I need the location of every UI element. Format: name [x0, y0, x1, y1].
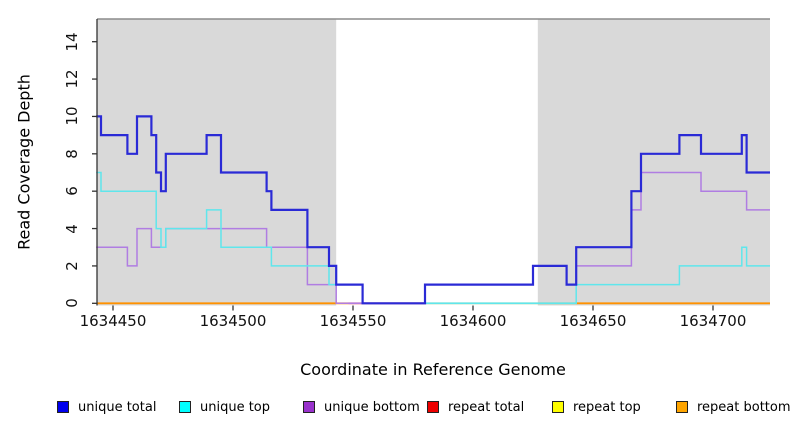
- legend-label: unique top: [200, 399, 271, 415]
- y-tick-label: 2: [63, 261, 81, 271]
- x-tick-label: 1634650: [559, 312, 627, 330]
- series-line-unique-top: [96, 171, 770, 305]
- legend-item-repeat-top: repeat top: [552, 398, 641, 416]
- legend-item-repeat-bottom: repeat bottom: [676, 398, 791, 416]
- legend-swatch-icon: [552, 401, 564, 413]
- y-tick-label: 12: [63, 69, 81, 89]
- legend-swatch-icon: [427, 401, 439, 413]
- legend-swatch-icon: [57, 401, 69, 413]
- y-tick-label: 6: [63, 186, 81, 196]
- legend-label: repeat total: [448, 399, 525, 415]
- legend-swatch-icon: [179, 401, 191, 413]
- y-axis-title: Read Coverage Depth: [14, 74, 34, 250]
- legend-swatch-icon: [676, 401, 688, 413]
- legend-label: unique total: [78, 399, 157, 415]
- x-axis-title: Coordinate in Reference Genome: [300, 360, 566, 379]
- legend-item-unique-top: unique top: [179, 398, 270, 416]
- x-tick-label: 1634600: [439, 312, 507, 330]
- y-tick-label: 14: [63, 32, 81, 52]
- legend: unique total unique top unique bottom repea…: [0, 398, 792, 420]
- legend-item-repeat-total: repeat total: [427, 398, 524, 416]
- y-tick-label: 4: [63, 223, 81, 234]
- legend-item-unique-bottom: unique bottom: [303, 398, 420, 416]
- legend-label: unique bottom: [324, 399, 420, 415]
- legend-label: repeat top: [573, 399, 641, 415]
- shaded-region: [537, 19, 770, 306]
- x-tick-label: 1634500: [199, 312, 267, 330]
- shaded-region: [97, 19, 337, 306]
- x-tick-label: 1634700: [679, 312, 747, 330]
- x-tick-label: 1634450: [79, 312, 147, 330]
- legend-swatch-icon: [303, 401, 315, 413]
- y-tick-label: 8: [63, 149, 81, 159]
- series-line-unique-total: [96, 115, 770, 305]
- y-tick-label: 0: [63, 298, 81, 309]
- x-tick-label: 1634550: [319, 312, 387, 330]
- legend-label: repeat bottom: [697, 399, 791, 415]
- legend-item-unique-total: unique total: [57, 398, 156, 416]
- y-tick-label: 10: [63, 106, 81, 126]
